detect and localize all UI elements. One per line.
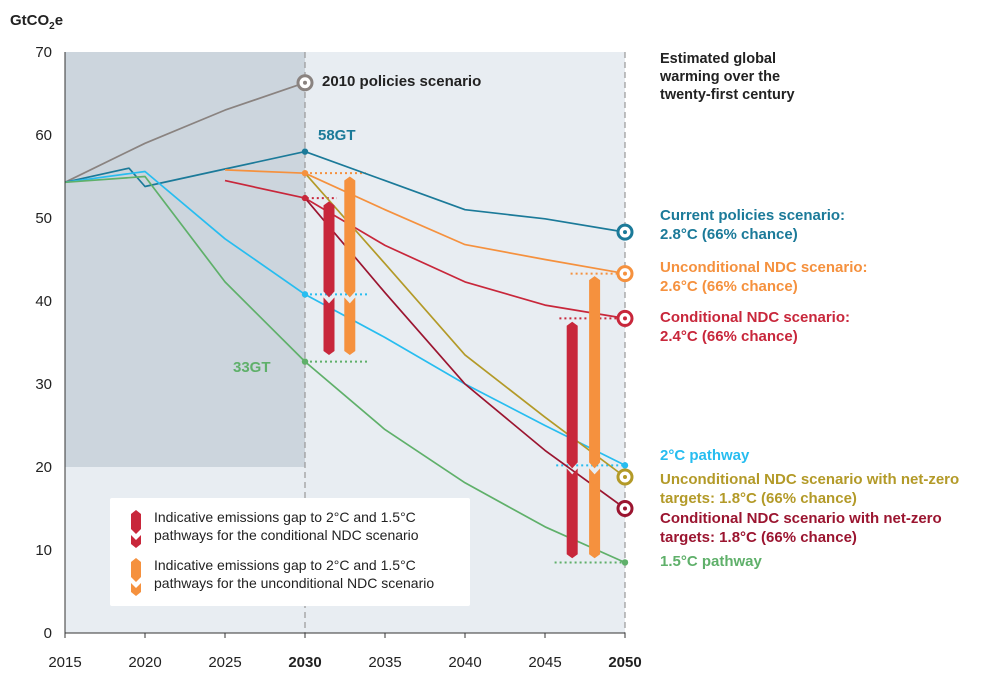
y-tick-label-20: 20 xyxy=(35,459,52,476)
series-label-7-line-1: Conditional NDC scenario with net-zero xyxy=(660,510,942,527)
series-line-1 xyxy=(64,81,306,184)
x-tick-label-2045: 2045 xyxy=(528,654,561,671)
gap-bar-4 xyxy=(589,276,601,559)
series-line-8 xyxy=(64,175,626,564)
legend-box xyxy=(110,498,470,606)
gap-bars xyxy=(323,176,601,559)
side-title-line-1: Estimated global xyxy=(660,51,776,67)
series-labels: 2010 policies scenario Current policies s… xyxy=(322,73,959,570)
legend-item-2-line-2: pathways for the unconditional NDC scena… xyxy=(154,575,434,591)
series-label-5-line-1: 2°C pathway xyxy=(660,447,750,464)
series-label-1-line-1: 2010 policies scenario xyxy=(322,73,481,90)
annotation-58gt: 58GT xyxy=(318,127,356,144)
x-tick-label-2040: 2040 xyxy=(448,654,481,671)
end-marker-current-policies-center xyxy=(623,230,627,235)
series-label-4-line-1: Conditional NDC scenario: xyxy=(660,309,850,326)
legend-item-2-line-1: Indicative emissions gap to 2°C and 1.5°… xyxy=(154,557,416,573)
y-tick-label-30: 30 xyxy=(35,376,52,393)
point-marker-1 xyxy=(301,148,309,155)
gap-bar-3 xyxy=(566,321,578,559)
legend: Indicative emissions gap to 2°C and 1.5°… xyxy=(110,498,470,606)
series-label-4-line-2: 2.4°C (66% chance) xyxy=(660,328,798,345)
point-marker-7 xyxy=(621,559,629,566)
legend-item-1-line-1: Indicative emissions gap to 2°C and 1.5°… xyxy=(154,509,416,525)
y-tick-label-70: 70 xyxy=(35,44,52,61)
series-label-2-line-2: 2.8°C (66% chance) xyxy=(660,226,798,243)
legend-icons xyxy=(131,510,141,596)
point-marker-6 xyxy=(621,462,629,469)
series-label-2-line-1: Current policies scenario: xyxy=(660,207,845,224)
point-marker-4 xyxy=(301,291,309,298)
x-tick-label-2020: 2020 xyxy=(128,654,161,671)
y-tick-label-60: 60 xyxy=(35,127,52,144)
series-label-8-line-1: 1.5°C pathway xyxy=(660,553,763,570)
series-line-3 xyxy=(224,169,626,275)
x-tick-label-2030: 2030 xyxy=(288,654,321,671)
end-marker-2010-policies-center xyxy=(303,80,307,85)
point-marker-5 xyxy=(301,358,309,365)
gap-bar-1 xyxy=(323,201,335,355)
annotation-33gt: 33GT xyxy=(233,359,271,376)
series-line-7 xyxy=(304,197,626,510)
x-tick-label-2035: 2035 xyxy=(368,654,401,671)
x-tick-label-2015: 2015 xyxy=(48,654,81,671)
series-label-6-line-1: Unconditional NDC scenario with net-zero xyxy=(660,471,959,488)
side-title-line-2: warming over the xyxy=(659,69,780,85)
series-label-3-line-2: 2.6°C (66% chance) xyxy=(660,278,798,295)
legend-item-1-line-2: pathways for the conditional NDC scenari… xyxy=(154,527,419,543)
series-label-3-line-1: Unconditional NDC scenario: xyxy=(660,259,868,276)
y-tick-label-10: 10 xyxy=(35,542,52,559)
y-axis-unit-label: GtCO2e xyxy=(10,12,63,32)
y-tick-label-50: 50 xyxy=(35,210,52,227)
gap-bar-2 xyxy=(344,176,356,355)
end-marker-conditional-net-zero-center xyxy=(623,506,627,511)
legend-icon-2 xyxy=(131,558,141,596)
x-tick-label-2050: 2050 xyxy=(608,654,641,671)
end-marker-unconditional-net-zero-center xyxy=(623,474,627,479)
series-label-7-line-2: targets: 1.8°C (66% chance) xyxy=(660,529,857,546)
legend-icon-1 xyxy=(131,510,141,548)
series-line-4 xyxy=(224,179,626,320)
historical-shading xyxy=(65,52,305,467)
end-marker-conditional-ndc-center xyxy=(623,316,627,321)
y-tick-label-40: 40 xyxy=(35,293,52,310)
end-marker-unconditional-ndc-center xyxy=(623,271,627,276)
point-marker-3 xyxy=(301,194,309,202)
side-title-line-3: twenty-first century xyxy=(660,87,795,103)
x-tick-label-2025: 2025 xyxy=(208,654,241,671)
series-label-6-line-2: targets: 1.8°C (66% chance) xyxy=(660,490,857,507)
y-tick-label-0: 0 xyxy=(44,625,52,642)
point-marker-2 xyxy=(301,169,309,177)
